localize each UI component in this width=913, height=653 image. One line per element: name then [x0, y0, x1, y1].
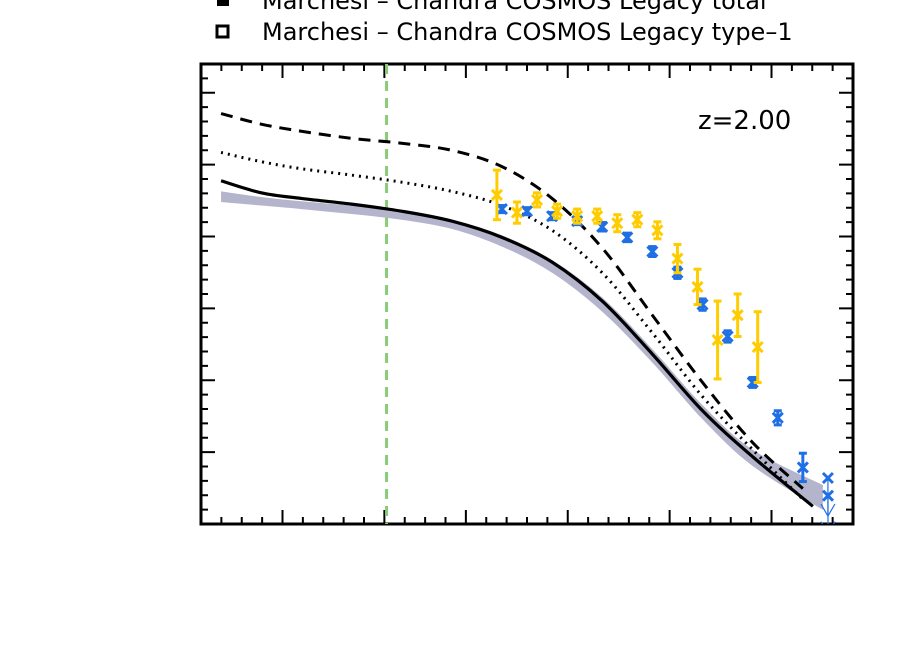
data-layer	[220, 64, 836, 524]
data-point-type1	[551, 205, 564, 218]
data-point-type1	[490, 188, 503, 201]
data-point-type1	[671, 252, 684, 265]
data-point-total	[621, 231, 634, 244]
points-type1	[490, 168, 764, 384]
data-point-total	[520, 205, 534, 218]
data-point-type1	[510, 206, 524, 219]
data-point-type1	[631, 213, 644, 226]
data-point-type1	[731, 309, 744, 322]
legend: Marchesi – Chandra COSMOS Legacy total M…	[215, 0, 793, 46]
axis-ticks	[200, 63, 854, 525]
model-line-solid	[220, 179, 814, 508]
points-total	[495, 203, 836, 524]
legend-marker-total	[217, 0, 229, 6]
data-point-type1	[530, 193, 544, 206]
data-point-total	[721, 330, 734, 343]
model-line-dashed	[220, 112, 804, 490]
data-point-total	[746, 376, 759, 389]
data-point-total	[596, 220, 609, 233]
data-point-total	[796, 461, 809, 474]
data-point-total	[696, 298, 709, 311]
data-point-type1	[591, 210, 604, 223]
data-point-type1	[611, 217, 624, 230]
data-point-type1	[751, 341, 764, 354]
legend-marker-type1	[215, 24, 230, 39]
legend-label-total: Marchesi – Chandra COSMOS Legacy total	[262, 0, 767, 15]
data-point-total	[495, 203, 508, 216]
data-point-total	[771, 411, 784, 424]
data-point-type1	[571, 210, 584, 223]
data-point-type1	[651, 224, 664, 237]
legend-label-type1: Marchesi – Chandra COSMOS Legacy type–1	[262, 18, 793, 46]
data-point-total	[646, 245, 659, 258]
data-point-type1	[711, 333, 724, 347]
redshift-annotation: z=2.00	[698, 106, 791, 136]
data-point-type1	[691, 280, 704, 293]
model-line-dotted	[220, 150, 804, 501]
model-band	[221, 191, 823, 510]
